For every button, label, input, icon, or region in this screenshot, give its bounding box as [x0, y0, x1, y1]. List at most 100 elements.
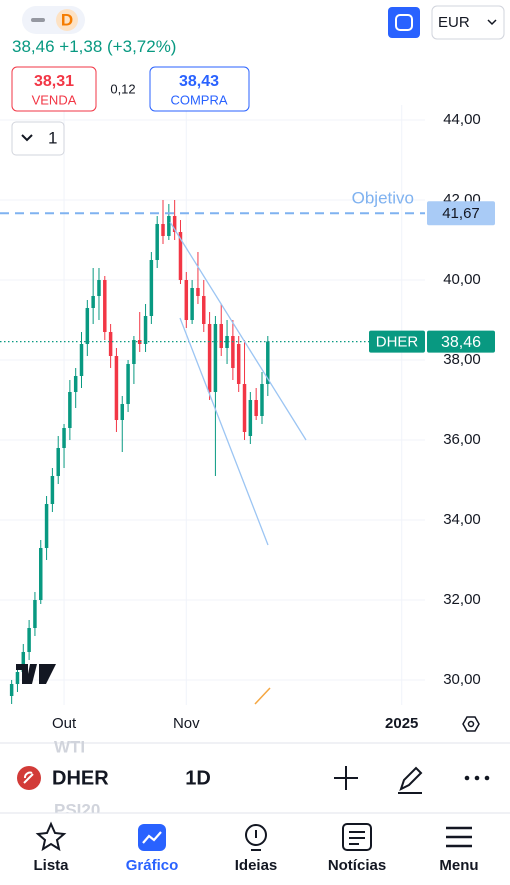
candle-body: [167, 216, 171, 236]
candle-body: [196, 288, 200, 296]
candle-body: [79, 344, 84, 376]
icon: [23, 771, 34, 784]
icon: [251, 830, 261, 851]
buy-button[interactable]: [149, 66, 250, 112]
nav: Lista Gráfico Ideias Notícias Menu: [33, 857, 478, 874]
icon: [342, 823, 372, 851]
draw-button[interactable]: [398, 766, 423, 794]
sell-price: 38,31: [34, 73, 74, 90]
y-tick-label: 30,00: [443, 671, 481, 688]
nav-item[interactable]: Gráfico: [126, 857, 179, 874]
prev-symbol: WTI: [54, 737, 85, 756]
layout-button[interactable]: [11, 121, 65, 156]
symbol[interactable]: DHER: [52, 767, 109, 789]
candle-body: [73, 376, 78, 392]
candle-body: [108, 332, 113, 356]
x-tick-label: Out: [52, 715, 77, 732]
last-price-value: 38,46: [441, 334, 481, 351]
nav-item[interactable]: Lista: [33, 857, 69, 874]
add-button[interactable]: [334, 766, 358, 790]
candle-body: [225, 336, 229, 348]
y-tick-label: 40,00: [443, 271, 481, 288]
candle-body: [62, 428, 66, 448]
icon: [467, 720, 475, 728]
sell-label: VENDA: [32, 92, 77, 107]
fullscreen-button[interactable]: [388, 7, 420, 38]
candle-body: [21, 652, 26, 672]
y-tick-label: 32,00: [443, 591, 481, 608]
candle-body: [91, 296, 95, 308]
candle-body: [172, 216, 177, 232]
buy-label: COMPRA: [170, 92, 227, 107]
badge-text: D: [61, 10, 73, 29]
trend-line: [179, 317, 269, 546]
icon: [21, 134, 33, 142]
nav-item[interactable]: Ideias: [235, 857, 278, 874]
candle-body: [97, 280, 101, 296]
candle-body: [242, 384, 247, 432]
icon: [245, 824, 267, 846]
icon: [446, 826, 472, 848]
candle-body: [33, 600, 37, 628]
y-tick-label: 38,00: [443, 351, 481, 368]
candle-body: [254, 400, 258, 416]
candle-body: [219, 324, 223, 348]
change: +1,38 (+3,72%): [59, 37, 176, 56]
candle-body: [248, 400, 253, 436]
candle-body: [120, 404, 125, 420]
candle-body: [236, 344, 241, 384]
more-button[interactable]: [464, 775, 490, 781]
nav-item[interactable]: Notícias: [328, 857, 386, 874]
x-tick-label: 2025: [385, 715, 418, 732]
candle-body: [207, 324, 212, 392]
currency: EUR: [438, 14, 470, 31]
candle-body: [39, 548, 43, 600]
grid: 30,0032,0034,0036,0038,0040,0042,0044,00…: [0, 105, 481, 732]
candle-body: [126, 364, 130, 404]
price: 38,46: [12, 37, 55, 56]
candle-body: [9, 684, 14, 696]
candle-body: [231, 336, 235, 368]
candle-body: [85, 308, 90, 344]
logo: [16, 664, 56, 684]
sell-button[interactable]: [11, 66, 97, 112]
icon: [487, 19, 497, 26]
x-tick-label: Nov: [173, 715, 200, 732]
candle-body: [103, 280, 107, 332]
candle-body: [114, 356, 119, 420]
settings-icon[interactable]: [462, 716, 480, 732]
y-tick-label: 36,00: [443, 431, 481, 448]
trend-line: [169, 221, 307, 441]
icon: [395, 14, 413, 31]
nav-item[interactable]: Menu: [439, 857, 478, 874]
candle-body: [178, 232, 183, 280]
candle-body: [266, 341, 270, 384]
spread: 0,12: [110, 81, 135, 96]
drawing: [254, 687, 271, 705]
candle-body: [68, 392, 72, 428]
price-line: 38,46 +1,38 (+3,72%): [12, 37, 176, 56]
icon: [349, 831, 365, 845]
candle-body: [44, 504, 49, 548]
candle-body: [260, 384, 264, 416]
candle-body: [50, 476, 55, 504]
candle-body: [184, 280, 189, 320]
symbol-badge: [369, 330, 425, 353]
candle-body: [143, 316, 148, 344]
candle-body: [27, 628, 31, 652]
symbol-badge-text: DHER: [376, 334, 419, 351]
candle-body: [149, 260, 154, 316]
layout-count: 1: [48, 128, 57, 147]
last-price-badge: [427, 330, 495, 353]
candle-body: [56, 448, 60, 476]
icon: [31, 18, 45, 22]
candle-body: [161, 224, 165, 236]
buy-price: 38,43: [179, 73, 219, 90]
candle-body: [15, 672, 20, 684]
target-value: 41,67: [442, 205, 480, 222]
currency-select[interactable]: [431, 5, 505, 40]
interval[interactable]: 1D: [185, 767, 211, 789]
candle-body: [137, 340, 142, 344]
